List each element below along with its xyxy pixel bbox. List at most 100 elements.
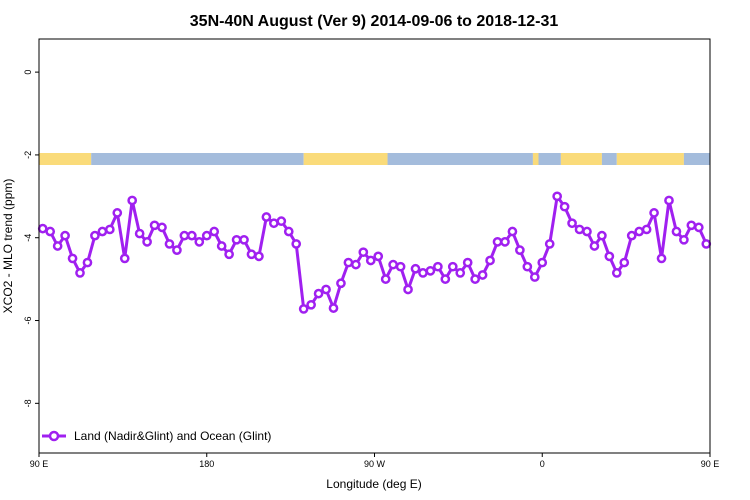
data-point	[231, 234, 242, 245]
series-group	[37, 191, 712, 314]
data-point	[201, 230, 212, 241]
data-point	[321, 284, 331, 295]
x-tick-label: 90 E	[30, 459, 49, 469]
data-point	[522, 261, 533, 272]
data-point	[619, 257, 630, 268]
data-point	[97, 226, 108, 237]
data-point	[574, 224, 585, 235]
strip-land-6	[560, 153, 602, 165]
data-point	[186, 230, 197, 241]
data-point	[172, 245, 182, 255]
data-point	[261, 212, 272, 222]
data-point	[209, 226, 220, 237]
data-point	[559, 201, 570, 212]
strip-ocean-7	[601, 153, 617, 165]
x-axis-label: Longitude (deg E)	[326, 477, 421, 491]
strip-ocean-3	[387, 153, 533, 165]
data-point	[656, 253, 667, 264]
legend-label: Land (Nadir&Glint) and Ocean (Glint)	[74, 429, 271, 443]
data-point	[664, 195, 674, 206]
strip-ocean-1	[91, 153, 304, 165]
y-tick-label: -6	[23, 317, 33, 325]
surface-strip	[39, 153, 710, 165]
data-point	[216, 241, 227, 251]
data-point	[75, 268, 85, 278]
data-point	[365, 255, 376, 266]
data-point	[328, 303, 339, 313]
data-point	[343, 257, 354, 268]
legend-marker	[48, 430, 60, 442]
data-point	[410, 263, 421, 274]
data-point	[649, 208, 659, 218]
data-point	[455, 268, 466, 278]
data-point	[276, 216, 287, 227]
strip-land-8	[616, 153, 684, 165]
data-point	[604, 251, 615, 262]
data-point	[239, 234, 249, 245]
data-point	[671, 226, 682, 237]
data-point	[395, 261, 406, 272]
x-tick-label: 0	[540, 459, 545, 469]
data-point	[373, 251, 384, 262]
data-point	[298, 304, 309, 314]
data-point	[269, 218, 279, 229]
data-point	[388, 259, 398, 270]
data-point	[37, 223, 48, 234]
data-point	[462, 257, 473, 268]
x-tick-label: 90 W	[364, 459, 386, 469]
data-point	[634, 226, 645, 237]
data-point	[626, 230, 637, 241]
data-point	[313, 288, 324, 299]
data-point	[82, 257, 93, 268]
data-point	[492, 237, 503, 247]
data-point	[52, 241, 63, 251]
y-tick-label: 0	[23, 70, 33, 75]
data-point	[641, 224, 652, 235]
data-point	[701, 239, 712, 249]
data-point	[45, 226, 56, 237]
y-tick-label: -8	[23, 399, 33, 407]
data-point	[418, 268, 428, 278]
data-point	[358, 247, 369, 258]
data-point	[112, 208, 123, 218]
data-point	[425, 265, 436, 276]
y-tick-label: -4	[23, 234, 33, 242]
strip-ocean-9	[683, 153, 710, 165]
x-tick-label: 180	[199, 459, 214, 469]
data-point	[179, 230, 190, 241]
legend: Land (Nadir&Glint) and Ocean (Glint)	[42, 429, 271, 443]
data-point	[283, 226, 294, 237]
strip-land-2	[303, 153, 388, 165]
data-point	[142, 237, 152, 247]
chart-title: 35N-40N August (Ver 9) 2014-09-06 to 201…	[190, 13, 559, 30]
data-point	[164, 239, 175, 249]
plot-frame	[38, 38, 711, 454]
data-point	[67, 253, 78, 264]
data-point	[500, 237, 510, 247]
data-point	[104, 224, 115, 235]
data-point	[134, 228, 145, 239]
data-point	[611, 268, 622, 278]
data-point	[194, 237, 205, 247]
data-point	[582, 226, 592, 237]
data-point	[90, 230, 100, 241]
data-point	[306, 299, 316, 310]
data-point	[403, 284, 413, 295]
data-point	[433, 261, 443, 272]
data-point	[589, 241, 600, 251]
x-axis-ticks: 90 E 180 90 W 0 90 E	[30, 453, 719, 469]
data-point	[470, 274, 480, 284]
data-point	[440, 274, 451, 284]
strip-land-0	[39, 153, 92, 165]
data-point	[477, 270, 488, 280]
data-point	[597, 230, 607, 241]
data-point	[693, 222, 704, 233]
data-point	[686, 220, 697, 231]
data-point	[537, 257, 548, 268]
data-point	[515, 245, 525, 255]
data-point	[485, 255, 495, 266]
data-point	[119, 253, 130, 264]
data-point	[291, 239, 302, 249]
y-axis-label: XCO2 - MLO trend (ppm)	[1, 179, 15, 314]
